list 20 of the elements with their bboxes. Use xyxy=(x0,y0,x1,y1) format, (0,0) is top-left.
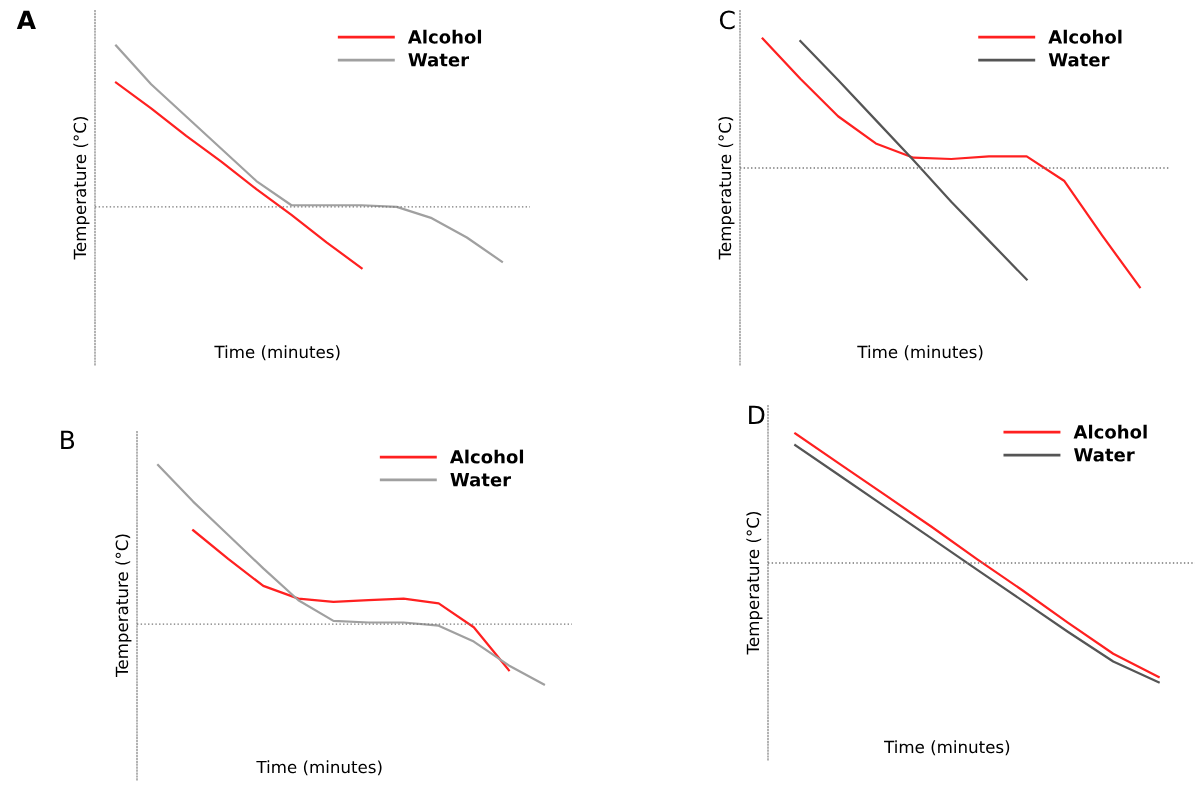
legend-label: Alcohol xyxy=(1048,29,1122,44)
y-axis-title: Temperature (°C) xyxy=(73,117,90,260)
chart-title: A xyxy=(16,10,36,29)
legend-label: Water xyxy=(450,473,512,487)
chart-title: C xyxy=(719,10,735,30)
x-axis-title: Time (minutes) xyxy=(214,345,340,361)
legend-label: Water xyxy=(408,53,470,67)
legend-label: Alcohol xyxy=(449,449,524,464)
x-axis-title: Time (minutes) xyxy=(256,760,382,776)
legend-label: Alcohol xyxy=(1073,424,1147,439)
chart-title: D xyxy=(749,405,765,424)
legend-label: Water xyxy=(1048,53,1110,67)
legend-label: Alcohol xyxy=(407,29,482,44)
y-axis-title: Temperature (°C) xyxy=(746,512,763,655)
y-axis-title: Temperature (°C) xyxy=(115,534,132,677)
legend-label: Water xyxy=(1074,448,1135,462)
chart-title: B xyxy=(61,430,75,449)
x-axis-title: Time (minutes) xyxy=(857,345,983,361)
x-axis-title: Time (minutes) xyxy=(884,740,1010,756)
y-axis-title: Temperature (°C) xyxy=(718,117,735,260)
